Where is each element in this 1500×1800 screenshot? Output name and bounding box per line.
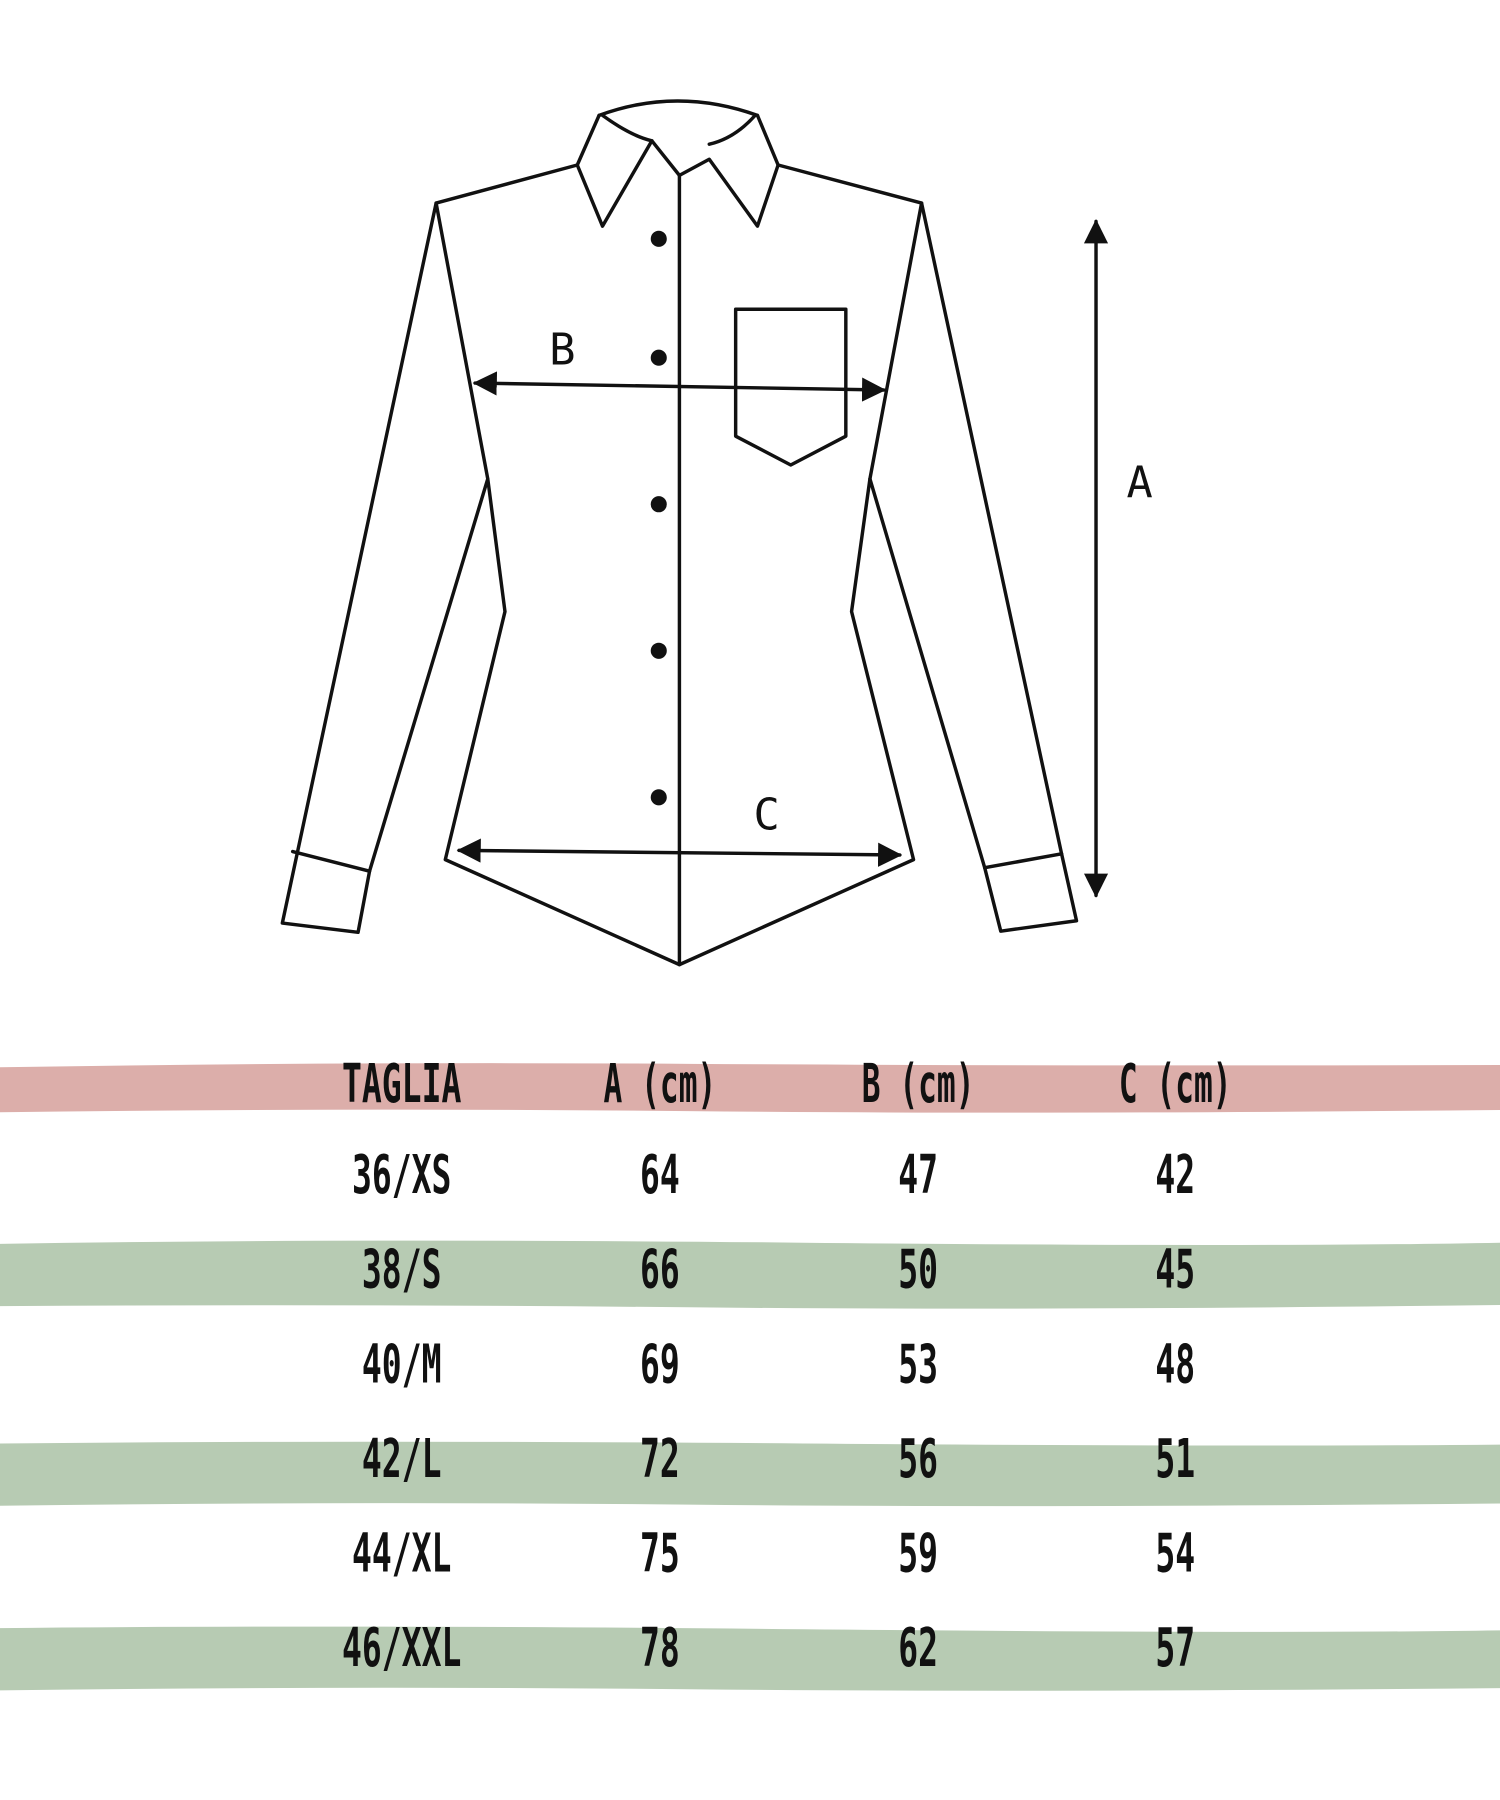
label-b: B — [549, 325, 575, 376]
column-header: TAGLIA — [342, 1054, 461, 1115]
size-cell: 40/M — [362, 1334, 442, 1395]
button-dot — [650, 496, 667, 513]
measure-c-arrow — [456, 838, 903, 867]
measure-cell: 48 — [1155, 1334, 1195, 1395]
measure-cell: 47 — [898, 1145, 938, 1206]
label-c: C — [754, 790, 780, 841]
column-header: A (cm) — [604, 1054, 717, 1115]
size-cell: 38/S — [362, 1240, 442, 1301]
measure-cell: 56 — [898, 1429, 938, 1490]
measure-cell: 78 — [640, 1618, 680, 1679]
body-sides — [434, 201, 924, 481]
button-dot — [650, 349, 667, 366]
buttons — [650, 230, 667, 806]
measure-cell: 66 — [640, 1240, 680, 1301]
column-header: C (cm) — [1119, 1054, 1232, 1115]
measure-cell: 42 — [1155, 1145, 1195, 1206]
collar-inner — [600, 113, 757, 146]
header-band — [0, 1063, 1500, 1113]
label-a: A — [1127, 457, 1153, 508]
size-cell: 44/XL — [352, 1524, 451, 1585]
size-cell: 46/XXL — [342, 1618, 461, 1679]
button-dot — [650, 230, 667, 247]
measure-cell: 62 — [898, 1618, 938, 1679]
measure-cell: 69 — [640, 1334, 680, 1395]
pocket — [733, 307, 848, 467]
measure-cell: 72 — [640, 1429, 680, 1490]
cuffs — [290, 849, 1064, 873]
shirt-outline — [280, 163, 1079, 967]
size-table: TAGLIA A (cm) B (cm) C (cm) 36/XS 64 47 42 38/S 6… — [0, 1054, 1500, 1691]
collar-left — [575, 113, 682, 228]
collar-band — [597, 99, 760, 118]
measure-cell: 51 — [1155, 1429, 1195, 1490]
measure-cell: 50 — [898, 1240, 938, 1301]
measure-cell: 75 — [640, 1524, 680, 1585]
measure-cell: 59 — [898, 1524, 938, 1585]
button-dot — [650, 789, 667, 806]
measure-cell: 57 — [1155, 1618, 1195, 1679]
collar-right — [677, 113, 780, 228]
button-dot — [650, 642, 667, 659]
measure-cell: 64 — [640, 1145, 680, 1206]
measure-cell: 54 — [1155, 1524, 1195, 1585]
row-band — [0, 1626, 1500, 1691]
size-cell: 42/L — [362, 1429, 442, 1490]
shirt-diagram: B C A — [280, 99, 1153, 967]
size-cell: 36/XS — [352, 1145, 451, 1206]
row-band — [0, 1240, 1500, 1309]
measure-b-arrow — [472, 371, 887, 402]
row-band — [0, 1441, 1500, 1507]
measure-cell: 53 — [898, 1334, 938, 1395]
measure-cell: 45 — [1155, 1240, 1195, 1301]
column-header: B (cm) — [862, 1054, 975, 1115]
